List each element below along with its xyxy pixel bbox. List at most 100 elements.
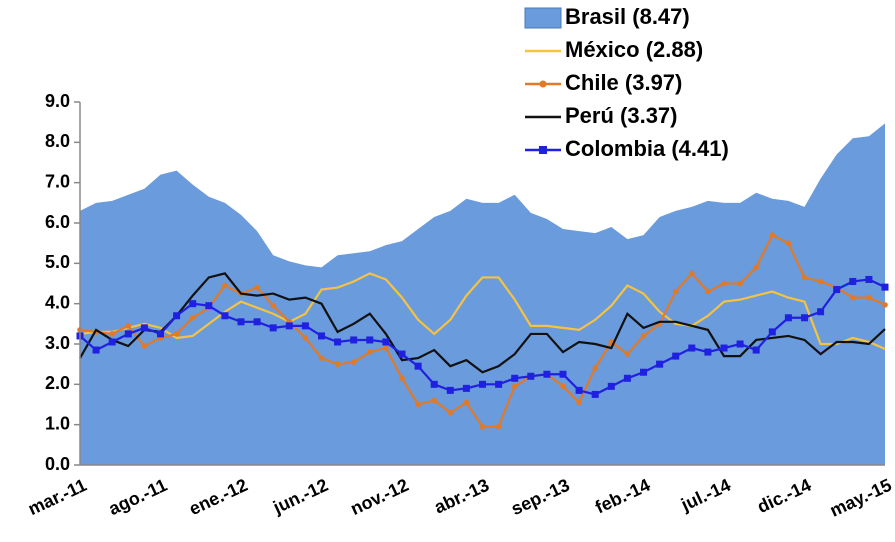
x-tick-label: may.-15	[827, 475, 895, 521]
marker	[672, 352, 680, 360]
y-tick-label: 3.0	[45, 333, 70, 353]
marker	[383, 345, 389, 351]
marker	[254, 284, 260, 291]
marker	[398, 350, 406, 358]
marker	[367, 349, 373, 355]
marker	[431, 397, 438, 404]
legend-label: Perú (3.37)	[565, 103, 678, 128]
marker	[640, 368, 647, 376]
y-tick-label: 6.0	[45, 212, 70, 232]
marker	[301, 322, 309, 330]
marker	[689, 270, 695, 277]
marker	[849, 277, 857, 285]
marker	[350, 359, 357, 365]
marker	[334, 338, 342, 346]
marker	[704, 348, 712, 356]
marker	[125, 323, 132, 329]
marker	[866, 294, 872, 301]
marker	[543, 370, 551, 378]
y-tick-label: 2.0	[45, 373, 70, 393]
marker	[688, 344, 696, 352]
marker	[720, 344, 728, 352]
marker	[414, 362, 422, 370]
marker	[881, 283, 889, 291]
x-tick-label: dic.-14	[754, 475, 814, 517]
marker	[479, 423, 486, 430]
marker	[769, 232, 776, 238]
marker	[399, 375, 405, 382]
marker	[253, 318, 261, 326]
marker	[366, 336, 374, 344]
marker	[817, 308, 825, 316]
marker	[511, 374, 519, 382]
marker	[140, 324, 148, 332]
marker	[92, 346, 100, 354]
marker	[640, 333, 647, 339]
x-tick-label: nov.-12	[347, 475, 411, 519]
marker	[736, 340, 744, 348]
marker	[592, 365, 598, 372]
marker	[495, 423, 502, 430]
marker	[334, 361, 341, 367]
marker	[479, 380, 486, 388]
marker	[173, 312, 181, 320]
legend-marker	[539, 80, 547, 88]
marker	[462, 384, 470, 392]
marker	[108, 338, 116, 346]
marker	[559, 370, 567, 378]
marker	[189, 300, 197, 308]
marker	[672, 288, 679, 295]
legend-label: Chile (3.97)	[565, 70, 682, 95]
marker	[785, 240, 792, 246]
marker	[269, 324, 277, 332]
marker	[511, 383, 518, 390]
y-tick-label: 9.0	[45, 91, 70, 111]
legend-swatch	[524, 7, 562, 29]
marker	[237, 318, 245, 326]
marker	[721, 280, 727, 287]
marker	[850, 294, 856, 301]
marker	[270, 302, 277, 309]
marker	[624, 351, 631, 357]
marker	[124, 330, 132, 338]
y-tick-label: 7.0	[45, 171, 70, 191]
x-tick-label: sep.-13	[508, 475, 573, 519]
marker	[882, 302, 888, 308]
marker	[784, 314, 792, 322]
legend-label: Colombia (4.41)	[565, 136, 729, 161]
marker	[753, 264, 759, 271]
marker	[430, 380, 438, 388]
y-tick-label: 1.0	[45, 413, 70, 433]
marker	[318, 355, 325, 361]
x-tick-label: mar.-11	[25, 475, 90, 519]
line	[79, 272, 886, 350]
marker	[591, 390, 599, 398]
marker	[705, 288, 711, 295]
y-tick-label: 5.0	[45, 252, 70, 272]
marker	[527, 372, 535, 380]
marker	[607, 382, 615, 390]
y-tick-label: 8.0	[45, 131, 70, 151]
marker	[560, 383, 566, 390]
marker	[189, 314, 196, 321]
marker	[623, 374, 631, 382]
area	[80, 123, 885, 466]
marker	[801, 274, 808, 281]
marker	[833, 286, 841, 294]
marker	[801, 314, 808, 322]
legend-marker	[539, 146, 547, 154]
x-tick-label: jul.-14	[677, 475, 734, 516]
marker	[463, 399, 470, 406]
marker	[302, 335, 309, 341]
marker	[221, 312, 229, 320]
marker	[817, 278, 824, 285]
x-tick-label: ene.-12	[186, 475, 251, 519]
marker	[109, 331, 115, 337]
marker	[205, 302, 213, 310]
marker	[173, 331, 180, 337]
x-tick-label: abr.-13	[431, 475, 492, 518]
marker	[447, 409, 454, 416]
marker	[415, 401, 421, 408]
x-tick-label: ago.-11	[106, 475, 171, 519]
